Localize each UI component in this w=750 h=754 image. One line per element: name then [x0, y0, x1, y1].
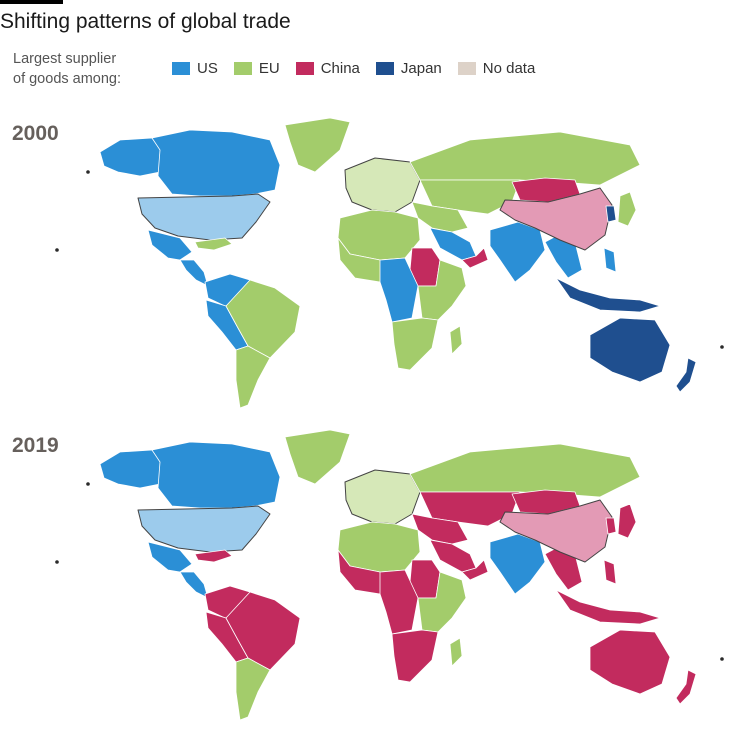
legend-item-japan: Japan — [375, 60, 442, 77]
region-japan — [617, 191, 637, 227]
island-marker — [55, 248, 59, 252]
region-australia — [589, 317, 671, 383]
legend-swatch-eu — [233, 62, 252, 75]
region-madagascar — [449, 325, 463, 355]
region-china — [499, 499, 613, 563]
legend-caption-line1: Largest supplier — [13, 51, 117, 67]
legend: US EU China Japan No data — [172, 60, 551, 77]
region-russia — [409, 443, 641, 498]
region-europe — [344, 157, 421, 213]
region-india — [489, 221, 546, 283]
legend-item-us: US — [172, 60, 218, 77]
region-usa — [137, 193, 271, 241]
island-marker — [720, 345, 724, 349]
region-middle-east — [411, 513, 469, 545]
region-caribbean — [194, 549, 233, 563]
world-map-2019 — [55, 429, 724, 721]
region-southern-africa — [391, 629, 439, 683]
region-new-zealand — [675, 669, 697, 705]
island-marker — [86, 482, 90, 486]
region-greenland — [284, 429, 351, 485]
legend-swatch-japan — [375, 62, 394, 75]
region-central-africa — [379, 257, 419, 323]
legend-label-china: China — [320, 60, 360, 77]
legend-swatch-us — [172, 62, 190, 75]
region-canada — [151, 129, 281, 197]
region-japan — [617, 503, 637, 539]
region-north-africa — [337, 209, 421, 261]
region-central-america — [179, 571, 209, 599]
year-label-2000: 2000 — [12, 122, 59, 145]
region-madagascar — [449, 637, 463, 667]
brand-bar — [0, 0, 63, 4]
legend-caption-line2: of goods among: — [13, 71, 122, 87]
region-north-africa — [337, 521, 421, 573]
region-europe — [344, 469, 421, 525]
legend-swatch-china — [295, 62, 314, 75]
region-usa — [137, 505, 271, 553]
region-southern-cone — [235, 345, 271, 409]
island-marker — [86, 170, 90, 174]
region-china — [499, 187, 613, 251]
region-yemen-oman — [461, 559, 489, 581]
region-east-africa — [417, 259, 467, 321]
legend-label-japan: Japan — [400, 60, 442, 77]
region-yemen-oman — [461, 247, 489, 269]
region-indonesia — [555, 277, 661, 313]
region-new-zealand — [675, 357, 697, 393]
world-map-2000 — [55, 117, 724, 409]
legend-item-no-data: No data — [457, 60, 536, 77]
legend-item-china: China — [295, 60, 360, 77]
year-label-2019: 2019 — [12, 434, 59, 457]
legend-label-us: US — [197, 60, 218, 77]
region-india — [489, 533, 546, 595]
legend-label-eu: EU — [258, 60, 280, 77]
island-marker — [55, 560, 59, 564]
region-southern-cone — [235, 657, 271, 721]
region-philippines — [603, 559, 617, 585]
legend-caption: Largest supplier of goods among: — [13, 49, 143, 89]
legend-label-no-data: No data — [482, 60, 536, 77]
island-marker — [720, 657, 724, 661]
region-caribbean — [194, 237, 233, 251]
region-indonesia — [555, 589, 661, 625]
region-korea — [605, 205, 617, 223]
region-russia — [409, 131, 641, 186]
legend-item-eu: EU — [233, 60, 280, 77]
region-canada — [151, 441, 281, 509]
region-korea — [605, 517, 617, 535]
region-greenland — [284, 117, 351, 173]
legend-swatch-no-data — [457, 62, 476, 75]
region-philippines — [603, 247, 617, 273]
chart-title: Shifting patterns of global trade — [0, 10, 291, 33]
region-alaska — [99, 449, 163, 489]
region-east-africa — [417, 571, 467, 633]
region-middle-east — [411, 201, 469, 233]
region-central-africa — [379, 569, 419, 635]
region-southern-africa — [391, 317, 439, 371]
region-central-america — [179, 259, 209, 287]
region-brazil — [225, 279, 301, 359]
region-alaska — [99, 137, 163, 177]
region-australia — [589, 629, 671, 695]
region-brazil — [225, 591, 301, 671]
